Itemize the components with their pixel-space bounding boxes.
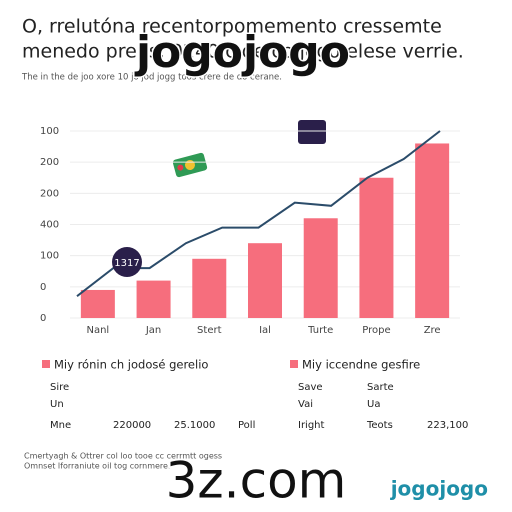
x-tick-label: Zre [424,325,441,336]
watermark: 3z.com [166,452,347,510]
table-cell: Mne [50,420,71,431]
table-cell: Sire [50,382,69,393]
y-tick-label: 400 [40,220,59,231]
x-tick-label: Nanl [86,325,109,336]
y-tick-label: 0 [40,313,46,324]
bar [415,143,450,318]
table-cell: Ua [367,399,380,410]
table-cell: Save [298,382,323,393]
legend-label: Miy iccendne gesfire [302,358,420,372]
table-cell: 220000 [113,420,151,431]
table-cell: Iright [298,420,325,431]
table-cell: 25.1000 [174,420,215,431]
x-tick-label: Turte [307,325,333,336]
title-line: O, rrelutóna recentorpomemento cressemte [22,16,442,38]
annotation: 1317 [114,258,139,269]
bar [303,218,338,318]
table-cell: Sarte [367,382,394,393]
y-tick-label: 200 [40,188,59,199]
annotation-badge [112,247,142,277]
y-tick-label: 100 [40,126,59,137]
x-tick-label: Stert [197,325,222,336]
y-tick-label: 200 [40,157,59,168]
footer-line: Cmertyagh & Ottrer col loo tooe cc cerrm… [24,452,222,461]
table-cell: 223,100 [427,420,468,431]
bar [359,177,394,318]
bar [136,280,171,318]
bar [248,243,282,318]
x-tick-label: Ial [259,325,271,336]
y-tick-label: 100 [40,251,59,262]
x-tick-label: Prope [362,325,390,336]
badge-icon [298,120,326,144]
table-cell: Poll [238,420,255,431]
watermark: jogojogo [134,27,350,78]
bar [80,289,115,318]
legend-swatch [42,360,50,368]
table-cell: Vai [298,399,313,410]
y-tick-label: 0 [40,282,46,293]
subtitle: The in the de joo xore 10 jo jod jogg to… [21,73,282,83]
title-line: menedo preps, 0240 c de co jogo elese ve… [22,41,464,63]
table-cell: Un [50,399,64,410]
table-cell: Teots [366,420,393,431]
legend-swatch [290,360,298,368]
x-tick-label: Jan [145,325,161,336]
bar [192,258,227,318]
money-icon [172,152,208,178]
footer-line: Omnset lforraniute oil tog cornmere. [24,462,171,471]
logo: jogojogo [390,477,488,501]
legend-label: Miy rónin ch jodosé gerelio [54,358,208,372]
